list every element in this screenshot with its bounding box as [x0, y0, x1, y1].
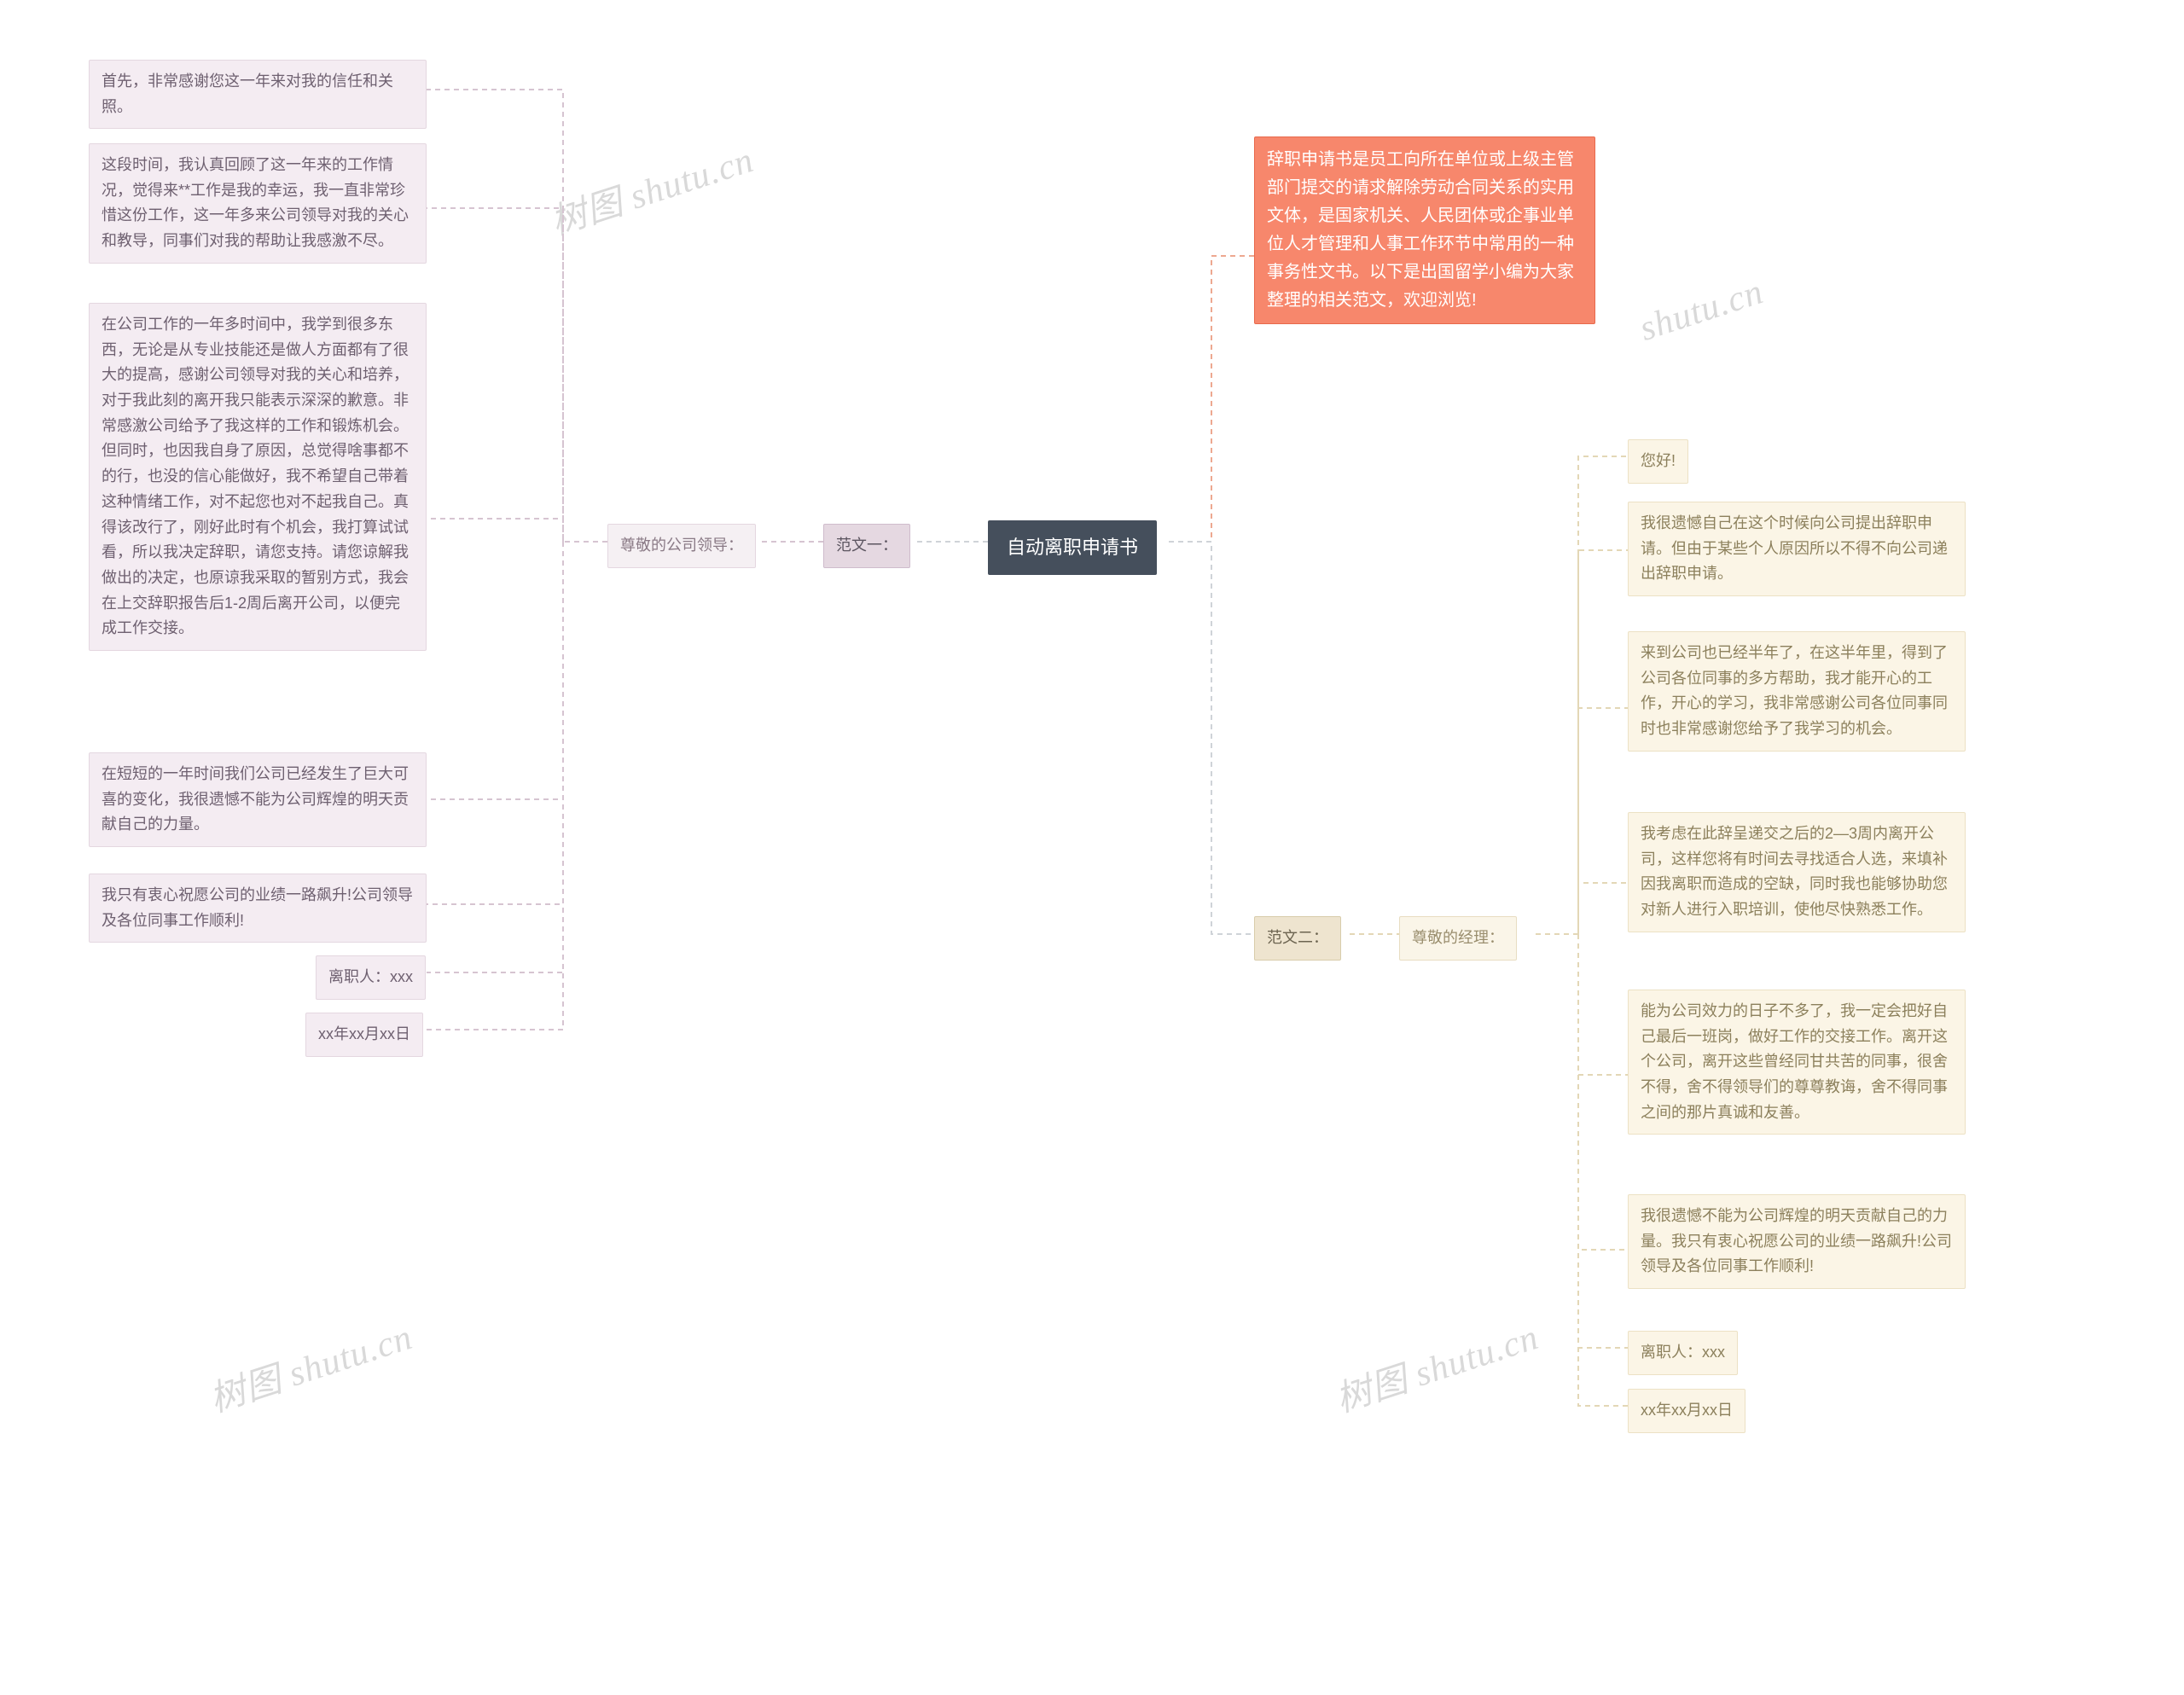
leaf-right-1: 我很遗憾自己在这个时候向公司提出辞职申请。但由于某些个人原因所以不得不向公司递出…: [1628, 502, 1966, 596]
leaf-left-5: 离职人：xxx: [316, 955, 426, 1000]
watermark: 树图 shutu.cn: [1328, 1308, 1544, 1422]
watermark: shutu.cn: [1635, 271, 1769, 350]
branch-fan1-sub[interactable]: 尊敬的公司领导：: [607, 524, 756, 568]
leaf-left-1: 这段时间，我认真回顾了这一年来的工作情况，觉得来**工作是我的幸运，我一直非常珍…: [89, 143, 427, 264]
branch-fan2[interactable]: 范文二：: [1254, 916, 1341, 961]
watermark: 树图 shutu.cn: [543, 131, 759, 245]
root-node[interactable]: 自动离职申请书: [988, 520, 1157, 575]
leaf-right-6: 离职人：xxx: [1628, 1331, 1738, 1375]
leaf-right-4: 能为公司效力的日子不多了，我一定会把好自己最后一班岗，做好工作的交接工作。离开这…: [1628, 990, 1966, 1135]
leaf-right-5: 我很遗憾不能为公司辉煌的明天贡献自己的力量。我只有衷心祝愿公司的业绩一路飙升!公…: [1628, 1194, 1966, 1289]
leaf-left-3: 在短短的一年时间我们公司已经发生了巨大可喜的变化，我很遗憾不能为公司辉煌的明天贡…: [89, 752, 427, 847]
leaf-right-3: 我考虑在此辞呈递交之后的2—3周内离开公司，这样您将有时间去寻找适合人选，来填补…: [1628, 812, 1966, 932]
leaf-right-7: xx年xx月xx日: [1628, 1389, 1745, 1433]
intro-node: 辞职申请书是员工向所在单位或上级主管部门提交的请求解除劳动合同关系的实用文体，是…: [1254, 136, 1595, 324]
leaf-right-0: 您好!: [1628, 439, 1688, 484]
branch-fan1[interactable]: 范文一：: [823, 524, 910, 568]
branch-fan2-sub[interactable]: 尊敬的经理：: [1399, 916, 1517, 961]
leaf-left-4: 我只有衷心祝愿公司的业绩一路飙升!公司领导及各位同事工作顺利!: [89, 874, 427, 943]
leaf-left-6: xx年xx月xx日: [305, 1013, 423, 1057]
watermark: 树图 shutu.cn: [202, 1308, 418, 1422]
leaf-left-2: 在公司工作的一年多时间中，我学到很多东西，无论是从专业技能还是做人方面都有了很大…: [89, 303, 427, 651]
leaf-left-0: 首先，非常感谢您这一年来对我的信任和关照。: [89, 60, 427, 129]
leaf-right-2: 来到公司也已经半年了，在这半年里，得到了公司各位同事的多方帮助，我才能开心的工作…: [1628, 631, 1966, 752]
